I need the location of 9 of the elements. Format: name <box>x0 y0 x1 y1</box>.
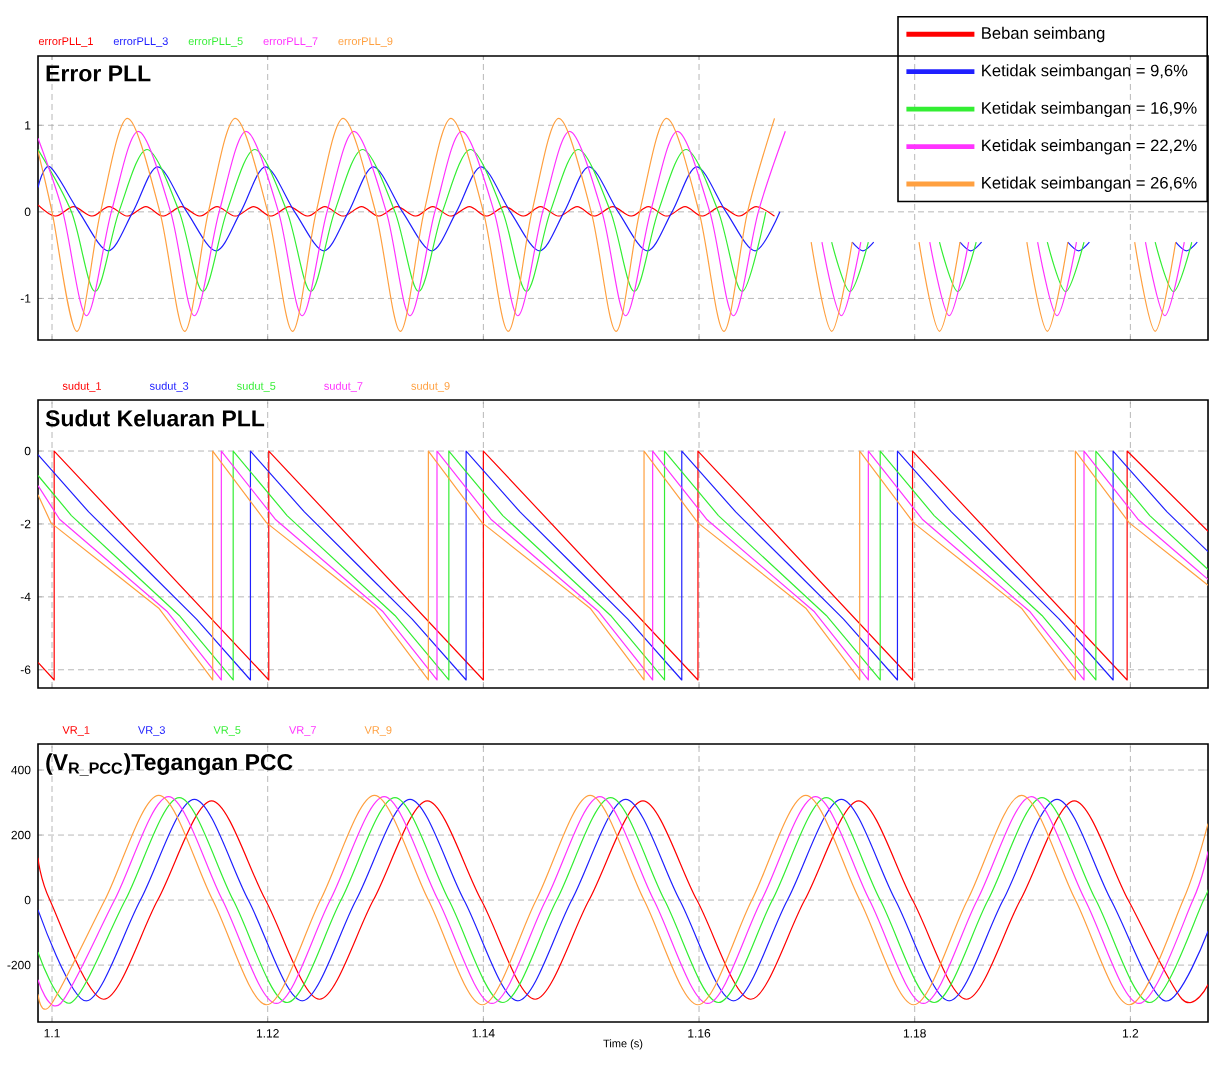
line-series <box>38 450 1209 681</box>
chart-title: Error PLL <box>46 65 151 82</box>
legend-label: Beban seimbang <box>982 26 1105 43</box>
chart-title: Sudut Keluaran PLL <box>45 409 265 427</box>
chart-title: (V$_{R_PCC}$)Tegangan PCC <box>46 753 293 776</box>
legend-label: Ketidak seimbangan = 16,9% <box>982 101 1197 118</box>
legend-label: Ketidak seimbangan = 22,2% <box>982 139 1197 155</box>
legend-label: Ketidak seimbangan = 9,6% <box>982 64 1188 80</box>
legend-label: Ketidak seimbangan = 26,6% <box>982 176 1197 192</box>
